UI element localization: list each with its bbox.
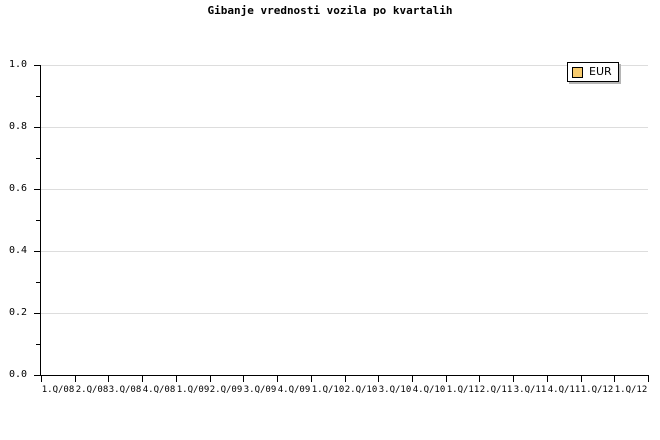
x-axis-label: 1.Q/10 — [311, 385, 345, 395]
y-axis-label: 0.6 — [8, 183, 27, 194]
x-axis-line — [40, 375, 649, 376]
y-axis-tick — [34, 65, 41, 66]
gridline — [41, 189, 648, 190]
x-axis-label: 1.Q/12 — [580, 385, 614, 395]
x-axis-label: 4.Q/09 — [277, 385, 311, 395]
x-axis-label: 1.Q/08 — [41, 385, 75, 395]
y-axis-minor-tick — [36, 96, 41, 97]
x-axis-label: 2.Q/08 — [75, 385, 109, 395]
x-axis-tick — [345, 376, 346, 382]
x-axis-tick — [446, 376, 447, 382]
x-axis-label: 1.Q/09 — [176, 385, 210, 395]
x-axis-tick — [513, 376, 514, 382]
y-axis-tick — [34, 375, 41, 376]
gridline — [41, 251, 648, 252]
legend-swatch-eur — [572, 66, 583, 78]
x-axis-tick — [142, 376, 143, 382]
x-axis-tick — [648, 376, 649, 382]
legend-label-eur: EUR — [589, 65, 612, 78]
y-axis-label: 0.8 — [8, 121, 27, 132]
y-axis-tick — [34, 313, 41, 314]
chart-title: Gibanje vrednosti vozila po kvartalih — [207, 4, 453, 17]
legend-box[interactable]: EUR — [567, 62, 619, 82]
y-axis-label: 0.2 — [8, 307, 27, 318]
x-axis-label: 4.Q/08 — [142, 385, 176, 395]
y-axis-tick — [34, 127, 41, 128]
x-axis-tick — [479, 376, 480, 382]
x-axis-tick — [614, 376, 615, 382]
y-axis-tick — [34, 189, 41, 190]
y-axis-minor-tick — [36, 220, 41, 221]
gridline — [41, 65, 648, 66]
x-axis-label: 3.Q/11 — [513, 385, 547, 395]
x-axis-label: 1.Q/11 — [446, 385, 480, 395]
y-axis-label: 1.0 — [8, 59, 27, 70]
x-axis-tick — [176, 376, 177, 382]
x-axis-label: 3.Q/09 — [243, 385, 277, 395]
x-axis-label: 2.Q/11 — [479, 385, 513, 395]
x-axis-label: 2.Q/10 — [344, 385, 378, 395]
x-axis-tick — [243, 376, 244, 382]
x-axis-tick — [277, 376, 278, 382]
x-axis-label: 4.Q/11 — [547, 385, 581, 395]
y-axis-minor-tick — [36, 158, 41, 159]
plot-area — [41, 65, 648, 376]
x-axis-label: 4.Q/10 — [412, 385, 446, 395]
x-axis-tick — [581, 376, 582, 382]
x-axis-label: 2.Q/09 — [209, 385, 243, 395]
x-axis-tick — [378, 376, 379, 382]
y-axis-minor-tick — [36, 282, 41, 283]
x-axis-label: 1.Q/12 — [614, 385, 648, 395]
y-axis-minor-tick — [36, 344, 41, 345]
gridline — [41, 127, 648, 128]
x-axis-label: 3.Q/08 — [108, 385, 142, 395]
gridline — [41, 313, 648, 314]
x-axis-tick — [311, 376, 312, 382]
x-axis-tick — [75, 376, 76, 382]
x-axis-tick — [210, 376, 211, 382]
y-axis-label: 0.4 — [8, 245, 27, 256]
x-axis-tick — [108, 376, 109, 382]
x-axis-tick — [412, 376, 413, 382]
x-axis-tick — [41, 376, 42, 382]
y-axis-label: 0.0 — [8, 369, 27, 380]
x-axis-label: 3.Q/10 — [378, 385, 412, 395]
x-axis-tick — [547, 376, 548, 382]
y-axis-tick — [34, 251, 41, 252]
